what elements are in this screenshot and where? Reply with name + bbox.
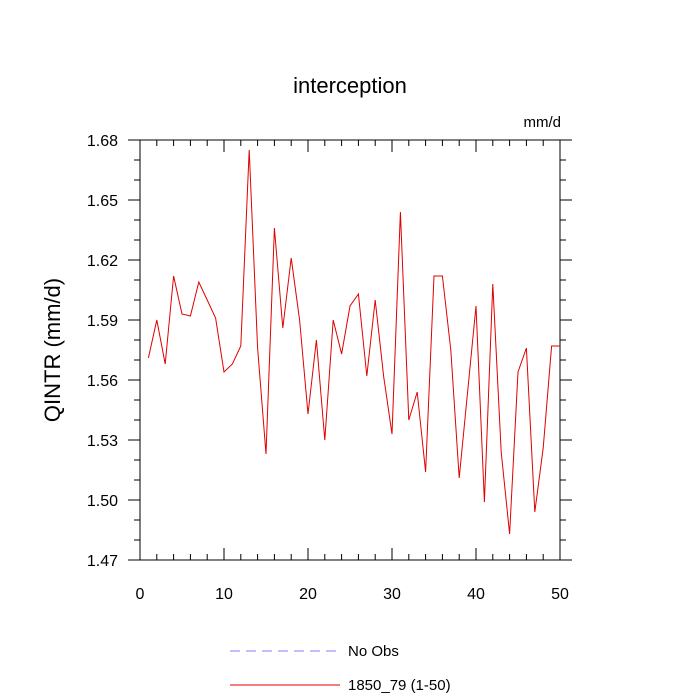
- chart-title: interception: [293, 73, 407, 98]
- x-tick-label: 10: [215, 586, 233, 603]
- x-tick-label: 0: [136, 586, 145, 603]
- legend-label-series: 1850_79 (1-50): [348, 677, 451, 694]
- legend: No Obs 1850_79 (1-50): [230, 643, 451, 694]
- y-axis-ticks: 1.47 1.50 1.53 1.56 1.59 1.62 1.65 1.68: [87, 133, 572, 570]
- legend-label-no-obs: No Obs: [348, 643, 399, 660]
- y-tick-label: 1.62: [87, 253, 118, 270]
- units-label: mm/d: [524, 114, 562, 131]
- plot-frame: [139, 139, 561, 561]
- series-layer: [147, 149, 560, 535]
- y-tick-label: 1.53: [87, 433, 118, 450]
- y-tick-label: 1.65: [87, 193, 118, 210]
- x-tick-label: 30: [383, 586, 401, 603]
- x-tick-label: 20: [299, 586, 317, 603]
- x-tick-label: 40: [467, 586, 485, 603]
- y-tick-label: 1.47: [87, 553, 118, 570]
- y-tick-label: 1.50: [87, 493, 118, 510]
- y-tick-label: 1.59: [87, 313, 118, 330]
- y-axis-label: QINTR (mm/d): [40, 278, 65, 422]
- y-tick-label: 1.68: [87, 133, 118, 150]
- x-tick-label: 50: [551, 586, 569, 603]
- y-tick-label: 1.56: [87, 373, 118, 390]
- x-axis-ticks: 0 10 20 30 40 50: [136, 140, 569, 603]
- series-line: [147, 149, 560, 535]
